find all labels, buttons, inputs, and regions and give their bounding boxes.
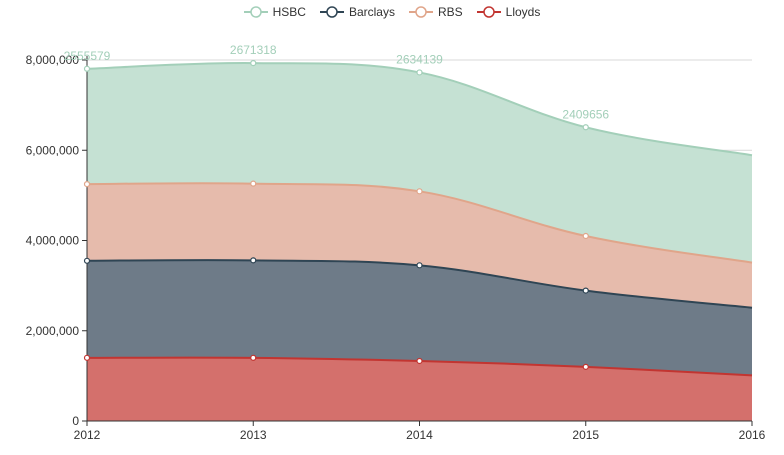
point-lloyds[interactable] <box>250 354 257 361</box>
legend-item-lloyds[interactable]: Lloyds <box>476 5 541 19</box>
x-tick-label: 2012 <box>74 428 101 442</box>
point-lloyds[interactable] <box>83 354 91 361</box>
point-hsbc[interactable] <box>83 65 91 72</box>
legend-marker-icon <box>476 5 501 19</box>
point-rbs[interactable] <box>582 232 589 240</box>
point-rbs[interactable] <box>416 188 423 195</box>
y-tick-label: 8,000,000 <box>26 53 80 67</box>
x-tick-label: 2013 <box>240 428 267 442</box>
point-barclays[interactable] <box>250 257 257 264</box>
y-tick-label: 6,000,000 <box>26 143 80 157</box>
data-label: 2409656 <box>562 107 609 121</box>
x-tick-label: 2016 <box>739 428 766 442</box>
data-label: 2634139 <box>396 52 443 66</box>
area-barclays <box>87 260 752 376</box>
data-label: 2671318 <box>230 43 277 57</box>
legend-label: HSBC <box>272 5 306 19</box>
area-rbs <box>87 183 752 308</box>
point-lloyds[interactable] <box>582 363 589 370</box>
y-tick-label: 2,000,000 <box>26 324 80 338</box>
data-label: 2555579 <box>64 49 111 63</box>
chart-legend: HSBC Barclays RBS Lloyds <box>0 2 784 22</box>
legend-label: RBS <box>437 5 463 19</box>
point-barclays[interactable] <box>416 262 423 269</box>
legend-item-hsbc[interactable]: HSBC <box>243 5 306 19</box>
legend-item-rbs[interactable]: RBS <box>408 5 463 19</box>
point-barclays[interactable] <box>582 287 589 294</box>
point-rbs[interactable] <box>83 180 91 188</box>
legend-label: Barclays <box>348 5 395 19</box>
legend-item-barclays[interactable]: Barclays <box>319 5 395 19</box>
x-tick-label: 2014 <box>406 428 433 442</box>
y-tick-label: 4,000,000 <box>26 234 80 248</box>
point-lloyds[interactable] <box>416 357 423 365</box>
point-rbs[interactable] <box>250 180 257 187</box>
point-barclays[interactable] <box>83 257 91 264</box>
legend-marker-icon <box>243 5 268 19</box>
area-hsbc <box>87 63 752 263</box>
y-tick-label: 0 <box>72 414 79 428</box>
x-tick-label: 2015 <box>572 428 599 442</box>
point-hsbc[interactable] <box>416 69 423 76</box>
point-hsbc[interactable] <box>582 124 589 131</box>
point-hsbc[interactable] <box>250 59 257 67</box>
legend-label: Lloyds <box>505 5 541 19</box>
area-lloyds <box>87 357 752 421</box>
legend-marker-icon <box>408 5 433 19</box>
legend-marker-icon <box>319 5 344 19</box>
